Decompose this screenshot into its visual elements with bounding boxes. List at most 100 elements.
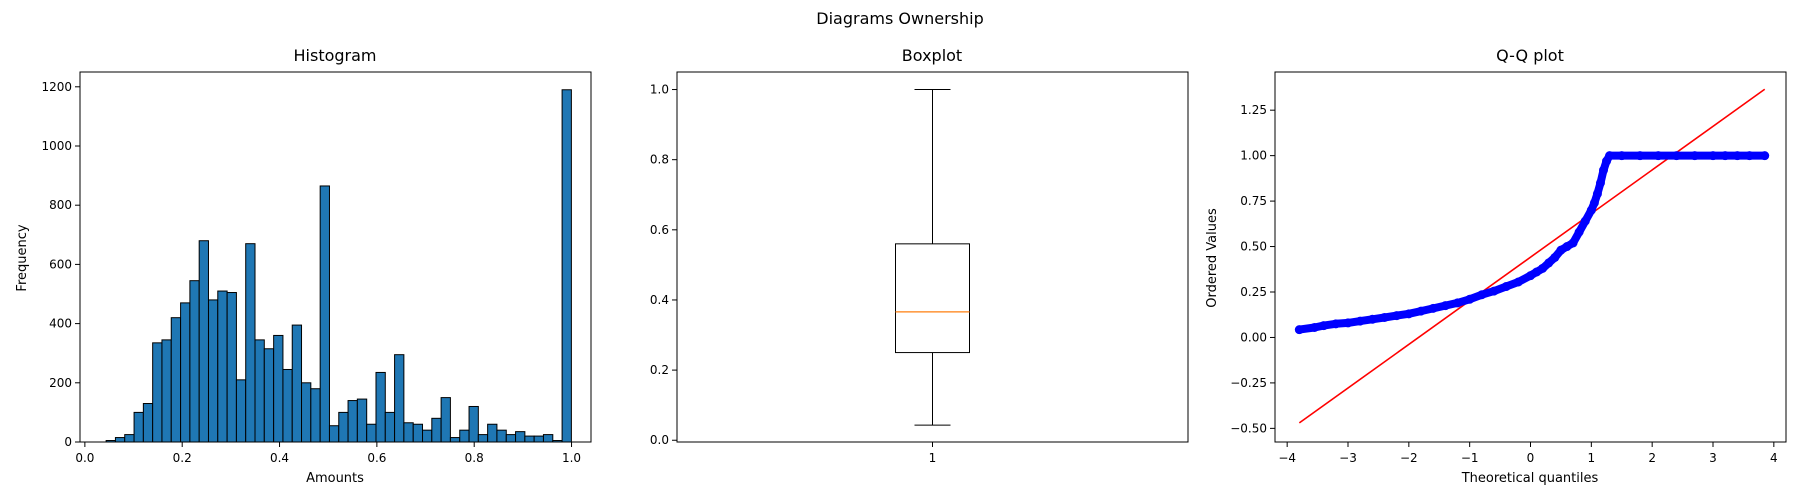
histogram-xtick-label: 1.0 xyxy=(562,451,581,465)
qq-xtick-label: −3 xyxy=(1339,451,1357,465)
qq-xlabel: Theoretical quantiles xyxy=(1461,471,1599,486)
qq-fit-line xyxy=(1298,88,1766,424)
histogram-title: Histogram xyxy=(294,46,377,65)
boxplot-ytick-label: 0.6 xyxy=(650,223,669,237)
histogram-bar xyxy=(310,388,321,443)
qq-axes: −4 −3 −2 −1 0 1 2 3 4 −0.50 −0.25 0.00 0.25 0.50 0.75 1… xyxy=(1230,71,1787,465)
histogram-xtick-label: 0.6 xyxy=(367,451,386,465)
qq-point xyxy=(1513,277,1523,287)
qq-ytick-label: −0.25 xyxy=(1230,376,1267,390)
histogram-bar xyxy=(291,324,303,443)
histogram-frame xyxy=(79,71,592,443)
qq-point xyxy=(1690,151,1700,161)
histogram-bar xyxy=(217,290,228,443)
qq-point xyxy=(1672,151,1681,161)
histogram-bar xyxy=(328,425,340,443)
histogram-ytick-label: 600 xyxy=(49,257,72,271)
histogram-bar xyxy=(459,429,470,443)
qq-point xyxy=(1574,227,1584,237)
qq-ytick-label: 0.50 xyxy=(1240,240,1267,254)
histogram-bar xyxy=(189,280,200,443)
qq-xtick-label: −2 xyxy=(1400,451,1418,465)
histogram-xlabel: Amounts xyxy=(306,471,364,486)
qq-point xyxy=(1708,151,1718,161)
qq-point xyxy=(1732,151,1742,161)
histogram-bar xyxy=(412,423,424,443)
qq-point xyxy=(1760,151,1770,161)
histogram-bar xyxy=(152,342,163,443)
histogram-bar xyxy=(375,371,386,443)
histogram-ylabel: Frequency xyxy=(15,224,30,291)
histogram-bars xyxy=(105,89,572,443)
histogram-bar xyxy=(133,411,144,443)
qq-ylabel: Ordered Values xyxy=(1205,208,1220,308)
qq-point xyxy=(1599,165,1608,175)
qq-point-band xyxy=(1295,151,1769,334)
qq-point xyxy=(1580,216,1590,226)
qq-point xyxy=(1568,238,1578,248)
qq-ytick-label: −0.50 xyxy=(1230,421,1267,435)
histogram-bar xyxy=(282,368,293,443)
histogram-bar xyxy=(226,292,237,443)
qq-point xyxy=(1720,151,1730,161)
histogram-bar xyxy=(487,423,498,443)
histogram-axes: 0.0 0.2 0.4 0.6 0.8 1.0 0 200 400 600 800 1000 1200 xyxy=(41,71,592,465)
histogram-bar xyxy=(142,403,154,443)
histogram-bar xyxy=(263,348,275,443)
histogram-bar xyxy=(235,379,247,443)
boxplot-ytick-label: 1.0 xyxy=(650,83,669,97)
histogram-bar xyxy=(347,400,358,443)
histogram-bar xyxy=(505,434,517,443)
qq-point xyxy=(1440,301,1450,311)
qq-ytick-label: 1.00 xyxy=(1240,149,1267,163)
histogram-ytick-label: 800 xyxy=(49,198,72,212)
histogram-bar xyxy=(114,437,126,443)
qq-point xyxy=(1428,303,1438,313)
qq-point xyxy=(1745,151,1754,161)
histogram-bar xyxy=(384,411,396,443)
boxplot-ytick-label: 0.0 xyxy=(650,433,669,447)
qq-point xyxy=(1404,309,1414,319)
histogram-bar xyxy=(198,240,209,443)
qq-xtick-label: −4 xyxy=(1278,451,1296,465)
histogram-bar xyxy=(431,417,442,443)
qq-point xyxy=(1635,151,1645,161)
qq-points xyxy=(1294,151,1770,335)
boxplot-axes: 0.0 0.2 0.4 0.6 0.8 1.0 1 xyxy=(650,71,1189,465)
qq-point xyxy=(1453,298,1462,308)
histogram-xtick-label: 0.4 xyxy=(270,451,289,465)
histogram-xtick-label: 0.0 xyxy=(75,451,94,465)
histogram-bar xyxy=(394,354,405,443)
qq-point xyxy=(1589,198,1599,208)
qq-point xyxy=(1617,151,1627,161)
histogram-bar xyxy=(338,411,349,443)
qq-point xyxy=(1465,294,1475,304)
boxplot-box xyxy=(895,243,970,354)
qq-point xyxy=(1331,319,1341,329)
qq-point xyxy=(1355,316,1365,326)
qq-fit-line-group xyxy=(1298,88,1766,424)
qq-point xyxy=(1501,282,1511,292)
histogram-bar xyxy=(273,334,284,443)
qq-point xyxy=(1319,321,1329,331)
qq-point xyxy=(1294,325,1304,335)
boxplot-elements xyxy=(895,89,970,426)
histogram-bar xyxy=(477,434,489,443)
qq-point xyxy=(1489,286,1499,296)
histogram-xtick-label: 0.8 xyxy=(465,451,484,465)
histogram-bar xyxy=(356,398,368,443)
histogram-bar xyxy=(496,429,507,443)
qq-point xyxy=(1653,151,1663,161)
histogram-panel: Histogram 0.0 0.2 0.4 0.6 0.8 1.0 0 200 400 600 80… xyxy=(15,46,592,486)
histogram-bar xyxy=(403,422,414,443)
qq-point xyxy=(1380,312,1389,322)
qq-point xyxy=(1595,178,1605,188)
qq-ytick-label: 0.75 xyxy=(1240,194,1267,208)
qq-point xyxy=(1416,306,1426,316)
qq-xtick-label: 0 xyxy=(1527,451,1535,465)
histogram-bar xyxy=(449,437,461,443)
qq-point xyxy=(1605,151,1615,161)
qq-ytick-label: 0.25 xyxy=(1240,285,1267,299)
histogram-bar xyxy=(422,429,433,443)
